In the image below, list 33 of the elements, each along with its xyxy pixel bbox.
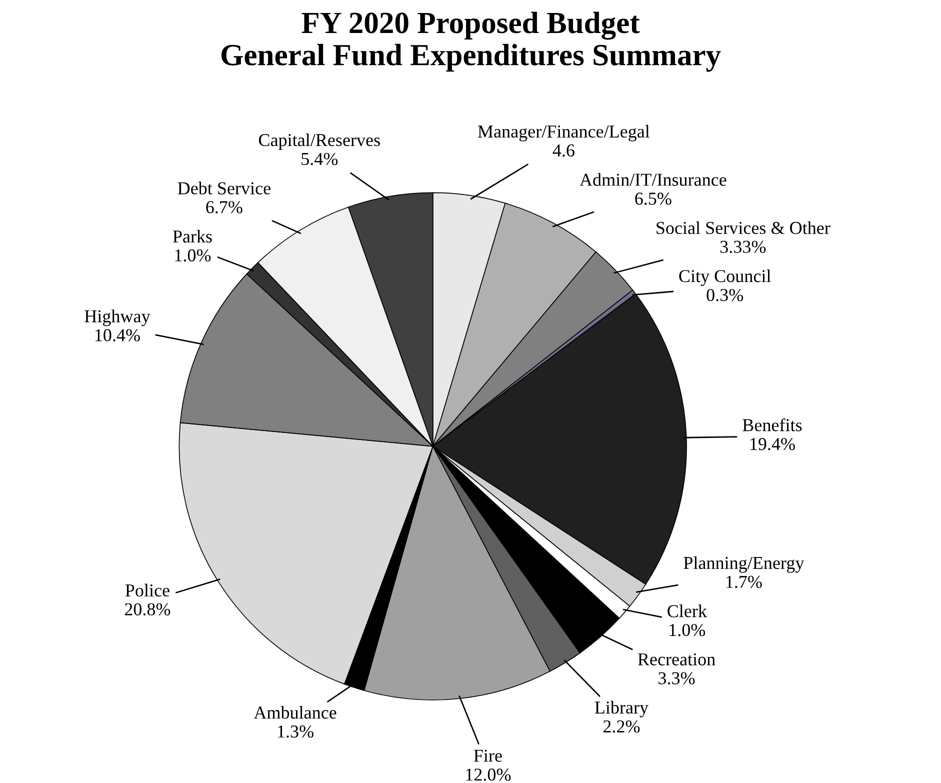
slice-label: Social Services & Other: [656, 221, 830, 234]
data-label: 19.4%: [750, 438, 795, 450]
slice-label: Planning/Energy: [684, 556, 804, 573]
data-label: 4.6: [552, 144, 574, 157]
slice-label: Benefits: [742, 418, 802, 432]
data-label: 1.3%: [278, 725, 314, 738]
data-label: 20.8%: [124, 603, 170, 616]
data-label: 3.3%: [658, 672, 695, 684]
slice-label: Highway: [84, 310, 150, 326]
data-label: 1.7%: [726, 576, 762, 588]
data-label: 12.0%: [466, 768, 511, 781]
data-label: 2.2%: [603, 720, 640, 733]
data-label: 0.3%: [706, 288, 744, 302]
data-label: 10.4%: [95, 329, 140, 342]
slice-label: Parks: [172, 230, 212, 243]
slice-label: Recreation: [638, 653, 716, 666]
slice-label: Library: [594, 700, 648, 718]
slice-label: Admin/IT/Insurance: [580, 173, 726, 186]
data-label: 6.5%: [635, 192, 672, 205]
data-label: 6.7%: [206, 201, 242, 214]
data-label: 1.0%: [670, 624, 706, 636]
data-label: 1.0%: [175, 249, 211, 262]
slice-label: Police: [125, 584, 170, 597]
slice-label: Manager/Finance/Legal: [478, 124, 650, 142]
legend-label: City Council: [679, 270, 771, 286]
data-label: 5.4%: [302, 152, 338, 166]
slice-label: Capital/Reserves: [258, 133, 380, 150]
slice-label: Debt Service: [178, 182, 270, 194]
chart-title: FY 2020 Proposed Budget General Fund Expenditures Summary: [221, 12, 721, 72]
slice-label: Clerk: [668, 604, 707, 618]
data-label: 3.33%: [720, 240, 766, 254]
slice-label: Ambulance: [254, 706, 336, 719]
slice-label: Fire: [474, 750, 502, 762]
